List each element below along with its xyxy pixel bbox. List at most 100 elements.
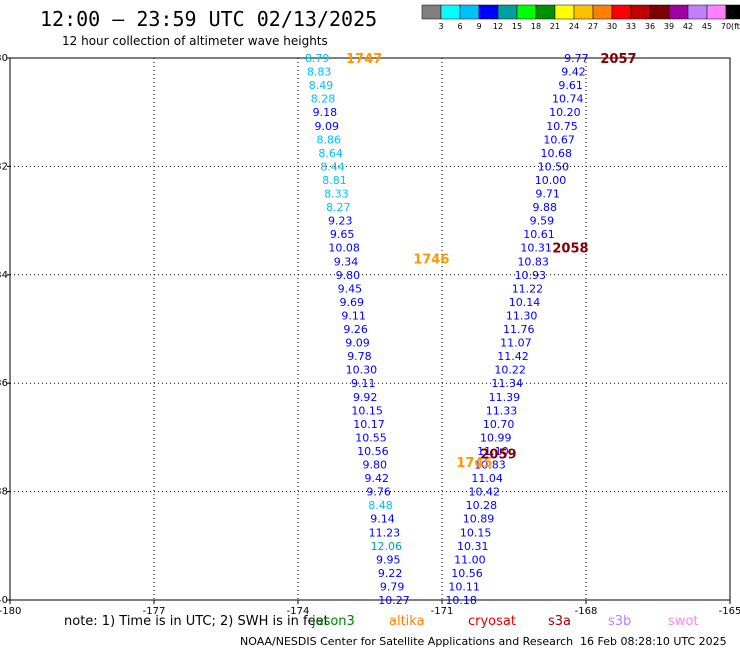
chart-title: 12:00 – 23:59 UTC 02/13/2025 [40,7,377,31]
s3a-swh-label: 10.75 [546,120,578,133]
color-scale-unit: (ft) [731,22,740,31]
altika-swh-label: 10.55 [355,431,387,444]
s3a-swh-label: 11.07 [500,337,532,350]
color-scale-swatch [478,4,499,20]
satellite-legend-swot: swot [668,614,698,629]
s3a-swh-label: 10.42 [468,486,500,499]
footer-credit: NOAA/NESDIS Center for Satellite Applica… [240,635,573,648]
color-scale-swatch [706,4,727,20]
altika-swh-label: 8.33 [324,188,349,201]
pass-time-label: 2057 [600,52,636,67]
s3a-swh-label: 11.22 [512,282,544,295]
color-scale-swatch [725,4,740,20]
satellite-legend-s3b: s3b [608,614,631,629]
color-scale-tick: 27 [588,22,598,31]
color-scale-swatch [459,4,480,20]
altika-swh-label: 9.92 [353,391,378,404]
color-scale-tick: 42 [683,22,693,31]
altika-swh-label: 8.44 [320,160,345,173]
x-tick-label: -177 [143,606,166,617]
s3a-swh-label: 10.15 [460,526,492,539]
s3a-swh-label: 9.42 [561,66,586,79]
altika-swh-label: 8.64 [318,147,343,160]
y-tick-label: -36 [0,378,8,389]
altika-swh-label: 9.11 [351,377,376,390]
s3a-swh-label: 9.88 [532,201,557,214]
color-scale-swatch [535,4,556,20]
color-scale-tick: 70 [721,22,731,31]
altika-swh-label: 9.69 [340,296,365,309]
color-scale-swatch [687,4,708,20]
satellite-legend-s3a: s3a [548,614,571,629]
color-scale-tick: 45 [702,22,712,31]
altika-swh-label: 9.42 [364,472,389,485]
s3a-swh-label: 11.39 [489,391,521,404]
s3a-swh-label: 11.00 [454,553,486,566]
color-scale-tick: 6 [457,22,462,31]
altika-swh-label: 8.48 [368,499,393,512]
color-scale-swatch [668,4,689,20]
altika-swh-label: 8.86 [316,133,341,146]
altika-swh-label: 8.28 [311,93,336,106]
s3a-swh-label: 10.83 [517,255,549,268]
color-scale-tick: 18 [531,22,541,31]
altika-swh-label: 9.26 [343,323,368,336]
s3a-swh-label: 10.68 [540,147,572,160]
s3a-swh-label: 10.00 [535,174,567,187]
satellite-legend-cryosat: cryosat [468,614,516,629]
s3a-swh-label: 11.33 [486,404,518,417]
s3a-swh-label: 10.67 [543,133,575,146]
color-scale-swatch [649,4,670,20]
data-points: 8.798.838.498.289.189.098.868.648.448.81… [305,52,589,607]
x-tick-label: -165 [719,606,740,617]
altika-swh-label: 9.18 [313,106,338,119]
color-scale-tick: 12 [493,22,503,31]
s3a-swh-label: 9.59 [530,215,555,228]
altika-swh-label: 9.22 [378,567,403,580]
pass-time-label: 1745 [456,456,492,471]
y-axis-ticks: -30 -32 -34 -36 -38 -40 [0,53,10,606]
altika-swh-label: 9.80 [363,459,388,472]
color-scale-swatch [573,4,594,20]
s3a-swh-label: 10.56 [451,567,483,580]
altika-swh-label: 9.23 [328,215,353,228]
s3a-swh-label: 10.93 [515,269,547,282]
altika-swh-label: 8.83 [307,66,332,79]
s3a-swh-label: 10.61 [523,228,555,241]
altika-swh-label: 9.65 [330,228,355,241]
footer-timestamp: 16 Feb 08:28:10 UTC 2025 [580,635,727,648]
satellite-legend-jason3: jason3 [311,614,355,629]
chart-subtitle: 12 hour collection of altimeter wave hei… [62,34,328,48]
y-tick-label: -34 [0,270,8,281]
pass-time-label: 1747 [346,52,382,67]
color-scale-tick: 33 [626,22,636,31]
color-scale-swatch [630,4,651,20]
altika-swh-label: 9.95 [376,553,401,566]
footer-note: note: 1) Time is in UTC; 2) SWH is in fe… [64,614,329,629]
altika-swh-label: 8.81 [322,174,347,187]
plot-frame [9,57,731,601]
altika-swh-label: 10.15 [351,404,383,417]
color-scale-tick: 15 [512,22,522,31]
altika-swh-label: 9.09 [315,120,340,133]
altika-swh-label: 9.78 [347,350,372,363]
s3a-swh-label: 10.50 [538,160,570,173]
y-tick-label: -32 [0,161,8,172]
altika-swh-label: 9.45 [338,282,363,295]
s3a-swh-label: 9.71 [535,188,560,201]
altika-swh-label: 9.80 [336,269,361,282]
altika-swh-label: 10.56 [357,445,389,458]
s3a-swh-label: 11.10 [477,445,509,458]
altika-swh-label: 9.14 [370,513,395,526]
x-tick-label: -174 [287,606,310,617]
altika-swh-label: 8.49 [309,79,334,92]
y-tick-label: -40 [0,595,8,606]
s3a-swh-label: 9.61 [558,79,583,92]
s3a-swh-label: 9.77 [564,52,589,65]
color-scale-tick: 39 [664,22,674,31]
s3a-swh-label: 10.70 [483,418,515,431]
s3a-swh-label: 10.11 [448,580,480,593]
